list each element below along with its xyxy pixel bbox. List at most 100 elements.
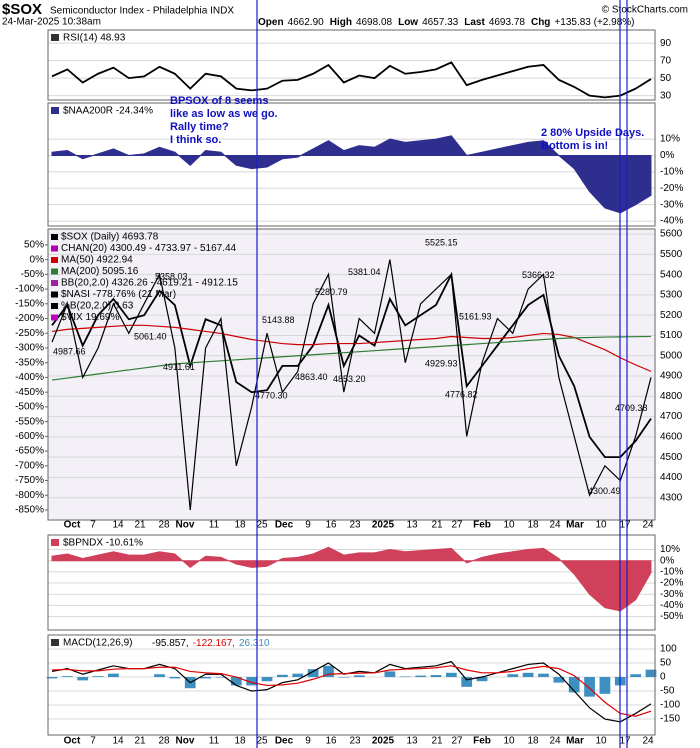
y2-tick-label: -850% xyxy=(15,505,44,516)
price-label: 4863.40 xyxy=(295,372,328,382)
symbol: $SOX xyxy=(2,1,42,18)
price-label: 5280.79 xyxy=(315,287,348,297)
legend-entry: $VIX 19.69% xyxy=(61,312,119,323)
histogram-bar xyxy=(476,677,488,682)
y2-tick-label: -300% xyxy=(15,343,44,354)
histogram-bar xyxy=(215,677,227,678)
histogram-bar xyxy=(430,675,442,678)
y2-tick-label: 0% xyxy=(30,254,45,265)
histogram-bar xyxy=(323,665,334,678)
y-tick-label: -40% xyxy=(660,600,683,611)
legend-swatch xyxy=(51,280,58,286)
y-tick-label: 4800 xyxy=(660,391,683,402)
x-tick-label: Nov xyxy=(176,736,195,747)
y-tick-label: 0 xyxy=(660,672,666,683)
x-tick-label: Mar xyxy=(566,520,584,531)
histogram-bar xyxy=(630,674,642,678)
y-tick-label: -20% xyxy=(660,183,683,194)
y2-tick-label: -450% xyxy=(15,387,44,398)
legend-entry: MA(200) 5095.16 xyxy=(61,266,139,277)
price-label: 5061.40 xyxy=(134,332,167,342)
x-tick-label: 13 xyxy=(406,736,418,747)
price-label: 4776.82 xyxy=(445,389,478,399)
y-tick-label: -30% xyxy=(660,589,683,600)
histogram-bar xyxy=(599,677,611,694)
annotation: Rally time? xyxy=(170,121,229,133)
price-label: 4709.38 xyxy=(615,403,648,413)
legend-swatch xyxy=(51,268,58,275)
x-tick-label: 25 xyxy=(256,520,268,531)
y2-tick-label: -600% xyxy=(15,431,44,442)
panel-background xyxy=(48,229,655,520)
histogram-bar xyxy=(154,674,165,678)
histogram-bar xyxy=(384,671,396,678)
x-tick-label: 24 xyxy=(549,520,561,531)
annotation: BPSOX of 8 seems xyxy=(170,95,268,107)
y-tick-label: 4600 xyxy=(660,431,683,442)
y-tick-label: 50 xyxy=(660,658,672,669)
x-tick-label: 11 xyxy=(209,736,220,747)
x-tick-label: 9 xyxy=(305,520,311,531)
x-tick-label: 7 xyxy=(90,736,96,747)
panel-background xyxy=(48,103,655,226)
panel-frame xyxy=(47,228,656,521)
legend-swatch xyxy=(51,314,58,321)
x-tick-label: 27 xyxy=(451,520,463,531)
x-tick-label: 10 xyxy=(595,736,607,747)
y2-tick-label: -400% xyxy=(15,372,44,383)
legend-icon xyxy=(51,539,59,546)
x-tick-label: 7 xyxy=(90,520,96,531)
x-tick-label: 21 xyxy=(134,520,146,531)
annotation: 2 80% Upside Days. xyxy=(541,127,644,139)
legend-swatch xyxy=(51,234,58,240)
price-label: 5161.93 xyxy=(459,311,492,321)
quote-label: Chg xyxy=(531,17,550,28)
area xyxy=(51,546,652,612)
y2-tick-label: -550% xyxy=(15,416,44,427)
histogram-bar xyxy=(108,673,119,678)
series-line xyxy=(51,335,652,381)
x-tick-label: 10 xyxy=(503,520,515,531)
legend-entry: BB(20,2.0) 4326.26 - 4619.21 - 4912.15 xyxy=(61,278,238,289)
y-tick-label: 30 xyxy=(660,90,672,101)
price-label: 4911.61 xyxy=(163,362,195,372)
histogram-bar xyxy=(200,677,211,679)
panel-title: RSI(14) 48.93 xyxy=(63,33,126,44)
quote-value: 4662.90 xyxy=(288,17,325,28)
legend-entry: MA(50) 4922.94 xyxy=(61,255,133,266)
price-label: 4929.93 xyxy=(425,358,458,368)
y2-tick-label: -700% xyxy=(15,460,44,471)
histogram-bar xyxy=(277,674,288,678)
x-tick-label: 11 xyxy=(209,520,220,531)
x-tick-label: 18 xyxy=(527,736,539,747)
quote: Open 4662.90 High 4698.08 Low 4657.33 Last 4693… xyxy=(258,17,634,28)
y-tick-label: -100 xyxy=(660,700,680,711)
x-tick-label: 28 xyxy=(158,736,170,747)
y-tick-label: 100 xyxy=(660,644,677,655)
annotation: Bottom is in! xyxy=(541,140,608,152)
legend-entry: -95.857, xyxy=(152,638,189,649)
panel-frame xyxy=(47,102,656,227)
x-tick-label: 14 xyxy=(112,736,124,747)
y-tick-label: 4900 xyxy=(660,371,683,382)
legend-icon xyxy=(51,639,59,646)
x-tick-label: 24 xyxy=(549,736,561,747)
x-tick-label: 23 xyxy=(349,736,361,747)
x-tick-label: 2025 xyxy=(372,520,395,531)
x-tick-label: 18 xyxy=(527,520,539,531)
x-tick-label: Oct xyxy=(64,520,81,531)
y2-tick-label: -650% xyxy=(15,446,44,457)
y-tick-label: 4700 xyxy=(660,411,683,422)
histogram-bar xyxy=(553,677,565,683)
histogram-bar xyxy=(92,676,104,678)
y2-tick-label: 50% xyxy=(24,240,44,251)
y-tick-label: 5500 xyxy=(660,249,683,260)
quote-value: 4693.78 xyxy=(489,17,526,28)
histogram-bar xyxy=(415,675,426,678)
histogram-bar xyxy=(169,677,181,679)
histogram-bar xyxy=(292,673,304,678)
legend-entry: %B(20,2.0) 0.63 xyxy=(61,301,134,312)
y-tick-label: 5000 xyxy=(660,350,683,361)
